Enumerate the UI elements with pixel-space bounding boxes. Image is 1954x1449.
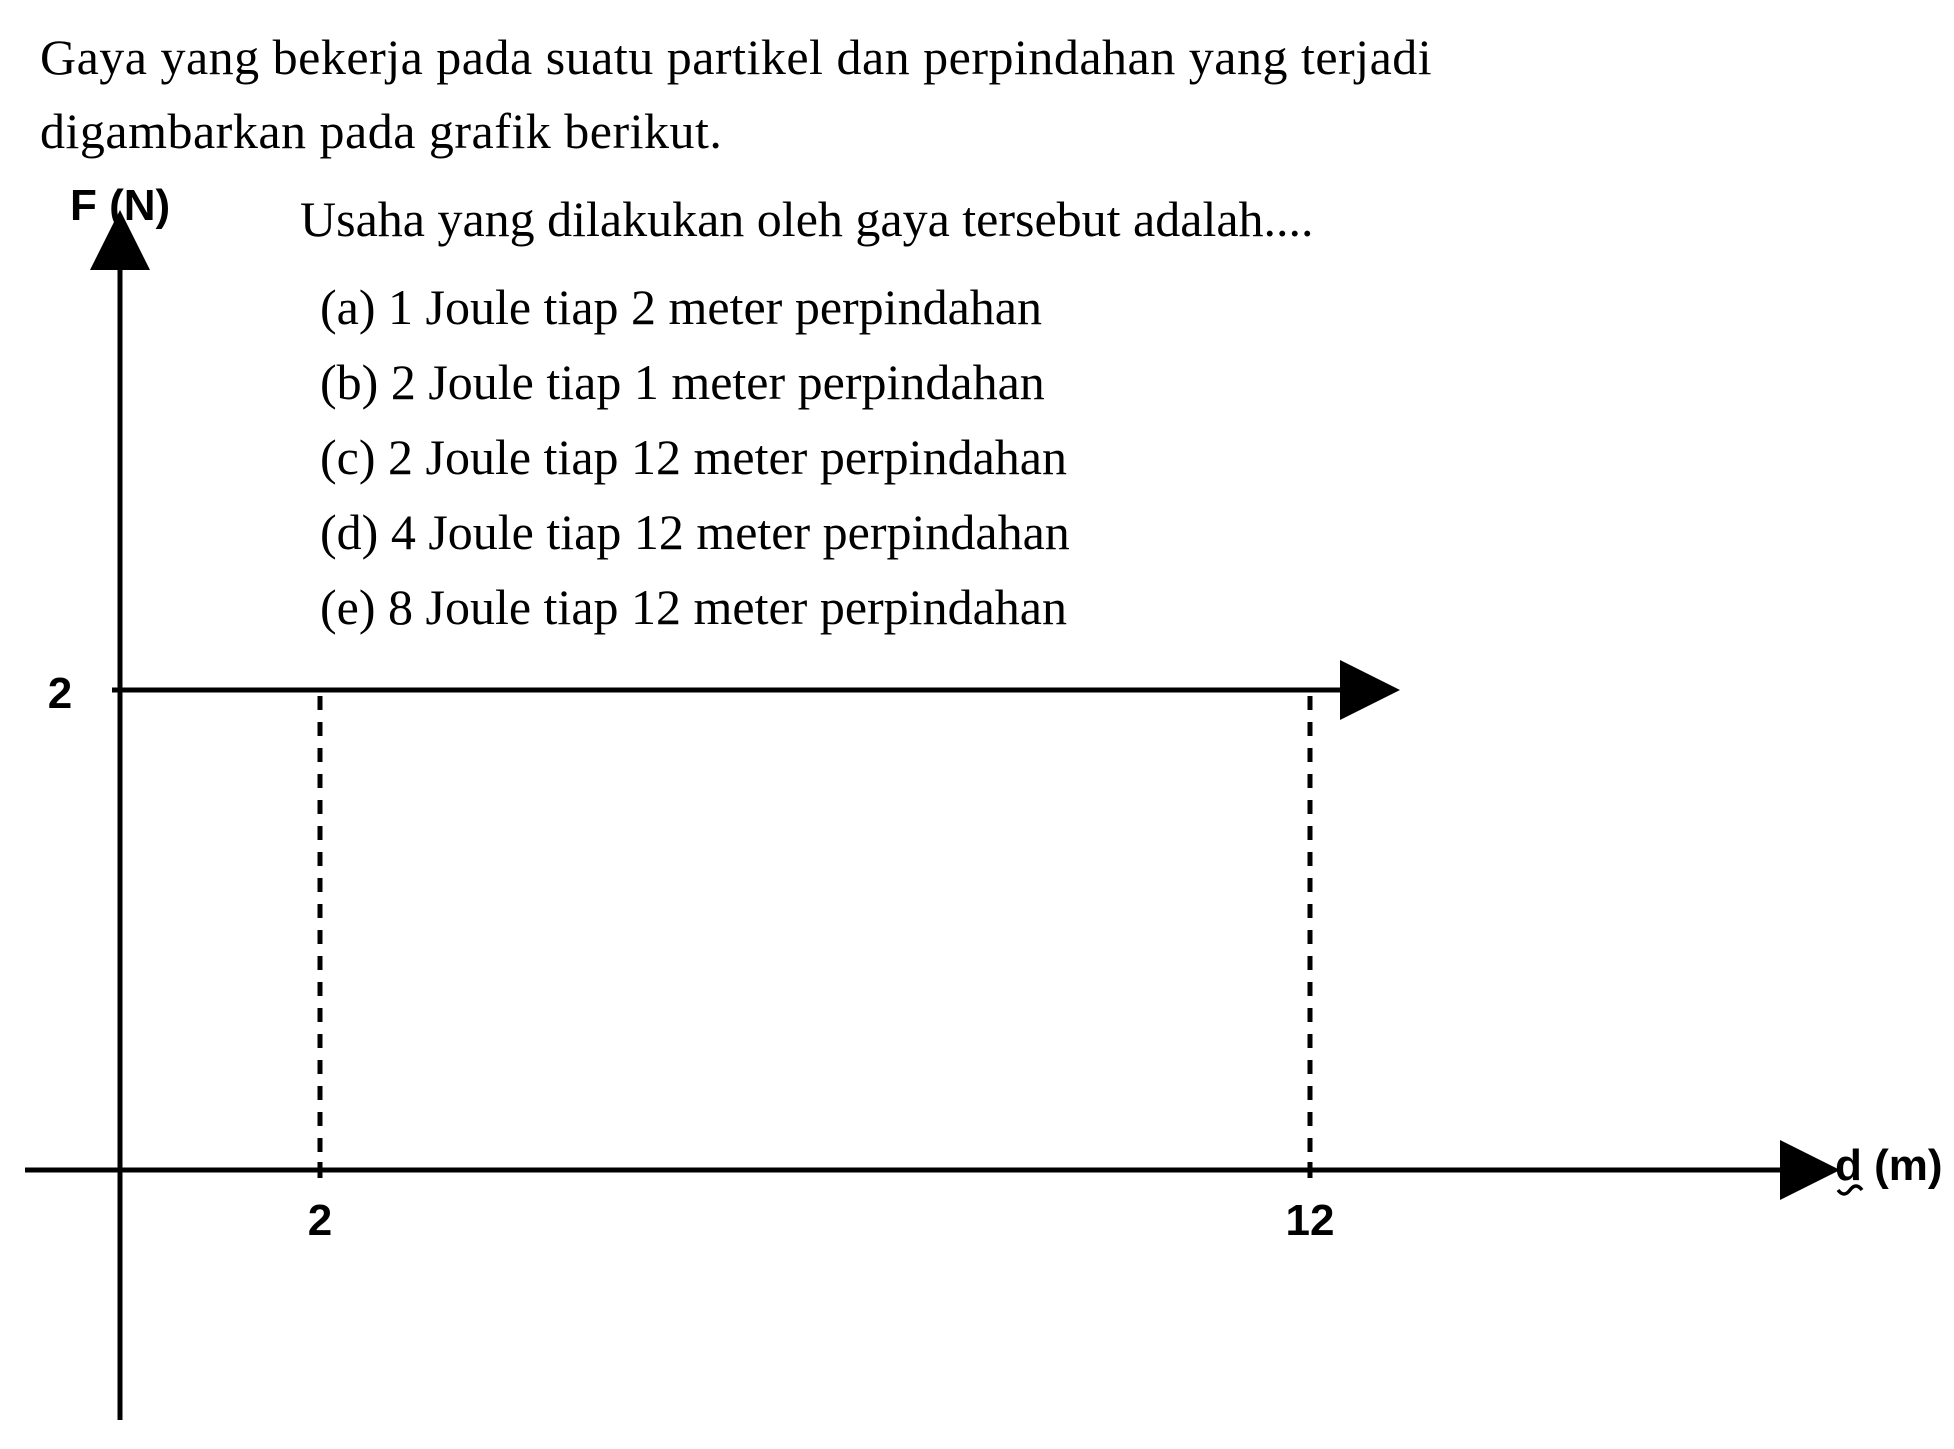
force-chart: F (N) 2 2 12 d (m) (0, 180, 1954, 1440)
intro-line-2: digambarkan pada grafik berikut. (40, 103, 722, 159)
intro-text: Gaya yang bekerja pada suatu partikel da… (0, 20, 1954, 168)
x-axis-label: d (m) (1835, 1141, 1943, 1190)
y-tick-label-2: 2 (48, 669, 72, 718)
page-root: Gaya yang bekerja pada suatu partikel da… (0, 0, 1954, 1449)
x-tick-label-2: 2 (308, 1196, 332, 1245)
x-axis-label-group: d (m) (1835, 1141, 1943, 1194)
y-axis-label: F (N) (70, 181, 170, 230)
intro-line-1: Gaya yang bekerja pada suatu partikel da… (40, 29, 1432, 85)
x-tick-label-12: 12 (1286, 1196, 1335, 1245)
